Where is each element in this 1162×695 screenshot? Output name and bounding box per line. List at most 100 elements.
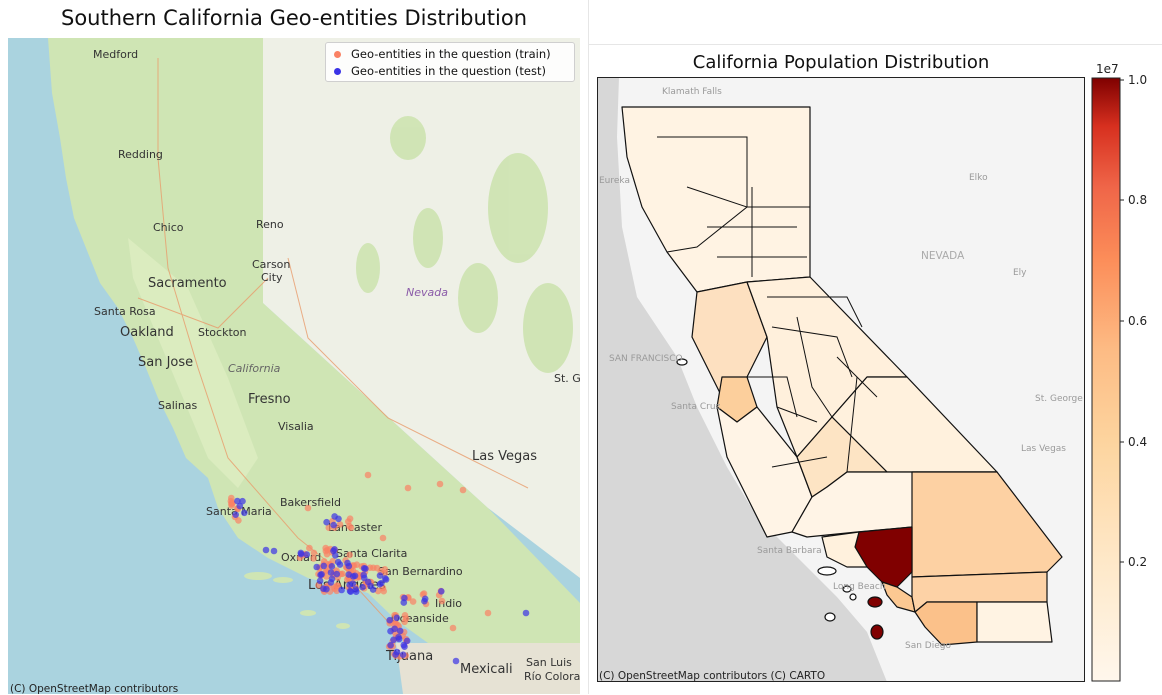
central-valley	[128, 238, 258, 488]
train-marker-icon	[334, 50, 341, 58]
train-point	[379, 534, 387, 542]
place-label: Nevada	[406, 286, 448, 299]
channel-islands	[244, 572, 350, 629]
panel-top-rule	[589, 44, 1162, 45]
test-point	[362, 565, 369, 572]
test-point	[344, 559, 351, 567]
test-point	[234, 497, 241, 505]
right-map-title: California Population Distribution	[692, 52, 990, 73]
train-point	[484, 609, 492, 617]
colorbar-gradient	[1091, 77, 1121, 682]
train-point	[370, 564, 377, 572]
left-map[interactable]	[8, 38, 580, 694]
train-point	[345, 518, 352, 525]
test-point	[327, 579, 335, 586]
colorbar-tick-label: 0.8	[1128, 193, 1147, 207]
test-point	[270, 547, 278, 555]
test-point	[241, 509, 248, 517]
legend-item-train: Geo-entities in the question (train)	[334, 47, 551, 61]
place-label: Río Colorado	[524, 670, 580, 683]
test-point	[387, 627, 394, 635]
island	[870, 624, 884, 640]
train-point	[325, 524, 333, 531]
place-label: St. George	[1035, 394, 1083, 404]
train-point	[329, 557, 337, 565]
colorbar-tick-label: 1.0	[1128, 73, 1147, 87]
train-point	[438, 597, 446, 605]
train-point	[350, 562, 358, 569]
right-attribution: (C) OpenStreetMap contributors (C) CARTO	[599, 670, 826, 682]
test-point	[396, 627, 404, 635]
test-point	[349, 573, 357, 580]
island	[676, 358, 688, 366]
place-label: Salinas	[158, 399, 198, 412]
place-label: City	[261, 271, 283, 284]
right-map[interactable]: Klamath Falls Eureka Elko NEVADA Ely SAN…	[597, 77, 1085, 682]
place-label: California	[228, 362, 281, 375]
train-point	[436, 480, 444, 488]
test-point	[352, 588, 360, 595]
test-point	[323, 585, 330, 593]
california-land	[48, 38, 580, 694]
panel-divider	[588, 0, 589, 694]
train-point	[346, 551, 354, 559]
test-point	[347, 588, 355, 595]
legend: Geo-entities in the question (train) Geo…	[325, 42, 575, 82]
island	[849, 593, 857, 601]
place-label: Klamath Falls	[662, 87, 722, 97]
test-point	[421, 597, 428, 605]
place-label: Ely	[1013, 268, 1027, 278]
test-point	[334, 558, 342, 566]
test-point	[381, 575, 389, 582]
train-point	[404, 484, 412, 492]
test-point	[399, 651, 407, 658]
colorbar-tick-label: 0.4	[1128, 435, 1147, 449]
place-label: Las Vegas	[1021, 444, 1066, 454]
test-point	[303, 551, 311, 558]
place-label: Stockton	[198, 326, 246, 339]
place-label: San Luis	[526, 656, 572, 669]
test-point	[338, 586, 345, 594]
test-point	[232, 511, 239, 518]
place-label: St. G	[554, 372, 580, 385]
train-point	[449, 624, 457, 632]
test-point	[393, 614, 401, 622]
test-point	[386, 616, 394, 624]
test-point	[262, 546, 270, 554]
place-label: Oakland	[120, 325, 174, 340]
county-ventura	[821, 531, 868, 568]
place-label: Santa Barbara	[757, 546, 822, 556]
place-label: Carson	[252, 258, 290, 271]
test-point	[452, 657, 460, 665]
test-point	[320, 562, 328, 570]
place-label: Medford	[93, 48, 138, 61]
test-point	[400, 599, 408, 606]
place-label: Bakersfield	[280, 496, 341, 509]
place-label: Santa Cruz	[671, 402, 721, 412]
train-point	[310, 549, 318, 557]
train-point	[364, 471, 372, 479]
left-attribution: (C) OpenStreetMap contributors	[10, 683, 179, 695]
train-point	[310, 555, 317, 562]
test-point	[335, 515, 342, 523]
colorbar-tick-label: 0.6	[1128, 314, 1147, 328]
left-map-title: Southern California Geo-entities Distrib…	[60, 6, 528, 30]
test-point	[328, 563, 336, 570]
nevada-vegetation	[356, 116, 573, 373]
colorbar-tick-label: 0.2	[1128, 555, 1147, 569]
county-borders	[657, 136, 878, 473]
test-point	[239, 497, 246, 505]
train-point	[228, 502, 235, 509]
train-point	[401, 612, 409, 619]
train-point	[330, 584, 338, 591]
place-label: Redding	[118, 148, 163, 161]
place-label: Reno	[256, 218, 284, 231]
train-point	[409, 598, 417, 605]
place-label: Visalia	[278, 420, 314, 433]
train-point	[459, 486, 467, 494]
island	[842, 585, 852, 593]
test-marker-icon	[334, 67, 341, 75]
legend-item-test: Geo-entities in the question (test)	[334, 64, 546, 78]
train-point	[336, 521, 344, 528]
place-label: San Bernardino	[378, 565, 463, 578]
